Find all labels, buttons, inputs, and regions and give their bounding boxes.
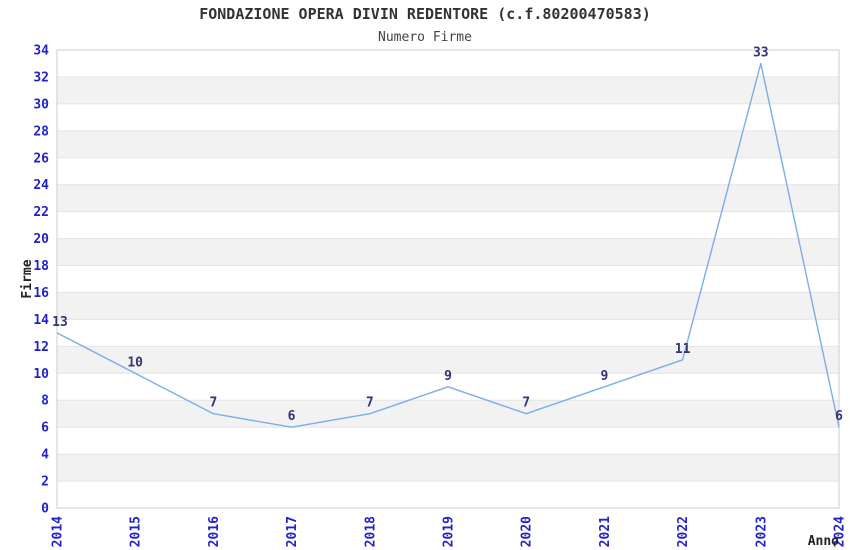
grid-band	[57, 76, 839, 104]
data-point-label: 33	[753, 45, 769, 60]
x-tick-label: 2016	[207, 516, 222, 547]
y-tick-label: 10	[33, 367, 49, 382]
x-axis-title: Anno	[808, 534, 839, 549]
grid-band	[57, 184, 839, 212]
y-tick-label: 20	[33, 232, 49, 247]
x-tick-label: 2014	[51, 516, 66, 547]
grid-band	[57, 157, 839, 185]
data-point-label: 7	[366, 396, 374, 411]
chart-title: FONDAZIONE OPERA DIVIN REDENTORE (c.f.80…	[199, 5, 651, 23]
x-tick-label: 2020	[520, 516, 535, 547]
x-tick-label: 2022	[676, 516, 691, 547]
y-tick-label: 4	[41, 448, 49, 463]
grid-band	[57, 319, 839, 347]
y-tick-label: 24	[33, 178, 49, 193]
grid-band	[57, 238, 839, 266]
data-point-label: 10	[127, 355, 143, 370]
y-tick-label: 8	[41, 394, 49, 409]
grid-band	[57, 50, 839, 77]
series-line-group	[56, 62, 840, 428]
data-point-label: 13	[52, 315, 68, 330]
x-tick-label: 2024	[833, 516, 848, 547]
y-tick-label: 16	[33, 286, 49, 301]
data-point-labels: 13 10 7 6 7 9 7 9 11 33 6	[52, 45, 843, 424]
grid-band	[57, 400, 839, 428]
grid-band	[57, 211, 839, 239]
grid-band	[57, 292, 839, 320]
x-tick-label: 2023	[754, 516, 769, 547]
data-point-label: 6	[835, 409, 843, 424]
y-tick-label: 32	[33, 70, 49, 85]
y-tick-label: 28	[33, 124, 49, 139]
grid-band	[57, 454, 839, 482]
x-tick-label: 2018	[363, 516, 378, 547]
x-tick-label: 2017	[285, 516, 300, 547]
y-tick-label: 18	[33, 259, 49, 274]
x-tick-label: 2015	[129, 516, 144, 547]
data-point-label: 7	[522, 396, 530, 411]
chart-subtitle: Numero Firme	[378, 30, 472, 45]
series-line	[56, 62, 840, 428]
y-axis-title: Firme	[20, 259, 35, 298]
data-point-label: 6	[288, 409, 296, 424]
plot-border	[56, 49, 840, 509]
grid-band	[57, 103, 839, 131]
grid-band	[57, 265, 839, 293]
y-tick-label: 34	[33, 44, 49, 59]
grid-band	[57, 427, 839, 455]
y-tick-label: 14	[33, 313, 49, 328]
y-tick-label: 22	[33, 205, 49, 220]
y-tick-label: 6	[41, 421, 49, 436]
data-point-label: 11	[675, 342, 691, 357]
y-tick-label: 0	[41, 502, 49, 517]
y-tick-label: 2	[41, 475, 49, 490]
plot-background-bands	[57, 50, 839, 508]
data-point-label: 9	[444, 369, 452, 384]
data-point-label: 9	[600, 369, 608, 384]
x-tick-label: 2019	[442, 516, 457, 547]
x-axis-tick-labels: 2014 2015 2016 2017 2018 2019 2020 2021 2022 2023…	[51, 516, 848, 547]
data-point-label: 7	[209, 396, 217, 411]
grid-band	[57, 346, 839, 374]
y-tick-label: 26	[33, 151, 49, 166]
x-tick-label: 2021	[598, 516, 613, 547]
grid-band	[57, 130, 839, 158]
y-tick-label: 12	[33, 340, 49, 355]
grid-band	[57, 481, 839, 508]
y-tick-label: 30	[33, 97, 49, 112]
